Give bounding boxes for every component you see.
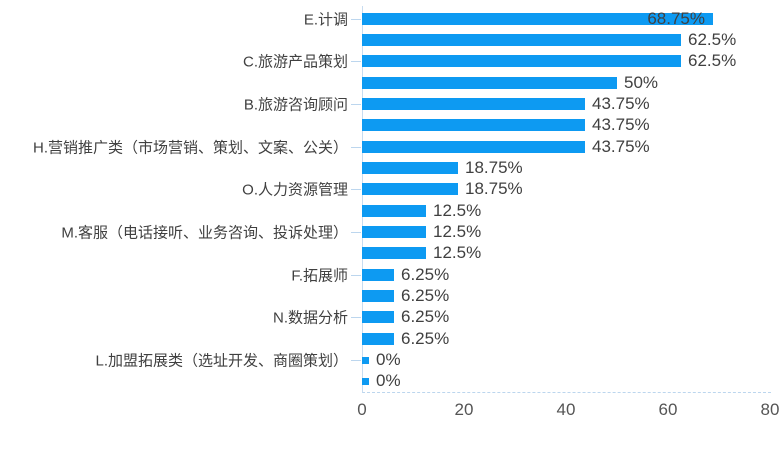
value-label-14: 6.25% xyxy=(401,307,450,326)
bar-row-10 xyxy=(362,226,426,238)
y-axis-tick-16 xyxy=(351,360,361,361)
bar-row-13 xyxy=(362,290,394,302)
x-axis-label-80: 80 xyxy=(760,400,780,419)
value-label-3: 50% xyxy=(624,73,659,92)
y-axis-tick-6 xyxy=(351,147,361,148)
value-label-1: 62.5% xyxy=(688,30,737,49)
category-label-10: M.客服（电话接听、业务咨询、投诉处理） xyxy=(61,224,348,242)
bar-row-0 xyxy=(362,13,713,25)
bar-row-4 xyxy=(362,98,585,110)
bar-row-14 xyxy=(362,311,394,323)
category-label-2: C.旅游产品策划 xyxy=(242,53,348,71)
value-label-2: 62.5% xyxy=(688,51,737,70)
x-axis-label-40: 40 xyxy=(556,400,576,419)
bar-row-2 xyxy=(362,55,681,67)
value-label-0: 68.75% xyxy=(647,9,705,28)
value-label-7: 18.75% xyxy=(465,158,523,177)
bar-row-1 xyxy=(362,34,681,46)
bar-row-12 xyxy=(362,269,394,281)
category-label-6: H.营销推广类（市场营销、策划、文案、公关） xyxy=(32,139,348,157)
category-label-4: B.旅游咨询顾问 xyxy=(243,96,348,114)
bar-row-8 xyxy=(362,183,458,195)
y-axis-tick-4 xyxy=(351,104,361,105)
category-label-12: F.拓展师 xyxy=(291,267,348,285)
bar-row-6 xyxy=(362,141,585,153)
bar-row-7 xyxy=(362,162,458,174)
value-label-16: 0% xyxy=(376,350,401,369)
value-label-15: 6.25% xyxy=(401,329,450,348)
bar-row-9 xyxy=(362,205,426,217)
value-label-5: 43.75% xyxy=(592,115,650,134)
category-label-16: L.加盟拓展类（选址开发、商圈策划） xyxy=(95,352,348,370)
value-label-4: 43.75% xyxy=(592,94,650,113)
category-label-14: N.数据分析 xyxy=(272,309,348,327)
category-label-8: O.人力资源管理 xyxy=(242,181,348,199)
value-label-6: 43.75% xyxy=(592,137,650,156)
value-label-17: 0% xyxy=(376,371,401,390)
plot-area xyxy=(362,6,771,393)
y-axis-tick-2 xyxy=(351,61,361,62)
bar-row-3 xyxy=(362,77,617,89)
value-label-11: 12.5% xyxy=(433,243,482,262)
value-label-10: 12.5% xyxy=(433,222,482,241)
bar-row-11 xyxy=(362,247,426,259)
y-axis-tick-10 xyxy=(351,232,361,233)
value-label-9: 12.5% xyxy=(433,201,482,220)
x-axis-label-0: 0 xyxy=(357,400,367,419)
y-axis-tick-0 xyxy=(351,19,361,20)
value-label-12: 6.25% xyxy=(401,265,450,284)
x-axis-label-60: 60 xyxy=(658,400,678,419)
bar-row-5 xyxy=(362,119,585,131)
bar-row-16 xyxy=(362,357,369,364)
value-label-8: 18.75% xyxy=(465,179,523,198)
value-label-13: 6.25% xyxy=(401,286,450,305)
x-axis-label-20: 20 xyxy=(454,400,474,419)
y-axis-tick-12 xyxy=(351,275,361,276)
bar-row-15 xyxy=(362,333,394,345)
bar-row-17 xyxy=(362,378,369,385)
y-axis-tick-14 xyxy=(351,317,361,318)
y-axis-tick-8 xyxy=(351,189,361,190)
category-label-0: E.计调 xyxy=(303,11,348,29)
